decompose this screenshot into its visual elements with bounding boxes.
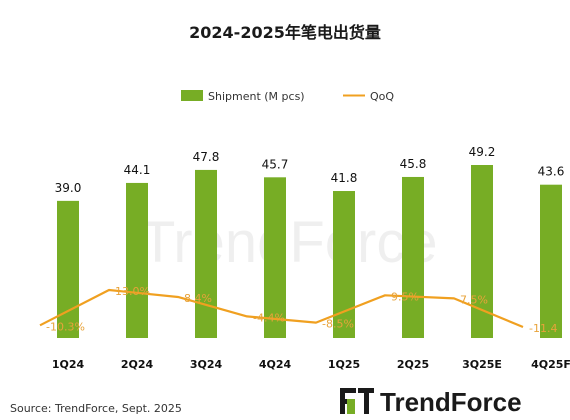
category-labels: 1Q24 2Q24 3Q24 4Q24 1Q25 2Q25 3Q25E 4Q25F [52,358,570,371]
qoq-value-label: -10.3% [46,320,85,333]
qoq-line [39,288,524,329]
bar-series [57,165,562,338]
watermark: TrendForce [140,210,438,275]
bar-1Q24 [57,200,79,338]
category-label: 2Q25 [397,358,429,371]
category-label: 1Q24 [52,358,85,371]
bar-4Q24 [264,177,286,338]
bar-value-label: 44.1 [124,163,151,177]
qoq-value-label: -4.4% [253,311,285,324]
bar-4Q25F [540,184,562,338]
category-label: 4Q24 [259,358,292,371]
source-note: Source: TrendForce, Sept. 2025 [10,402,182,415]
legend-bar-swatch [181,90,203,101]
bar-2Q24 [126,182,148,338]
brand-logo: TrendForce [340,387,522,417]
category-label: 1Q25 [328,358,360,371]
qoq-value-label: -11.4 [529,322,557,335]
chart-title: 2024-2025年笔电出货量 [189,23,381,42]
category-label: 3Q24 [190,358,223,371]
bar-value-label: 49.2 [469,145,496,159]
legend: Shipment (M pcs) QoQ [181,90,394,103]
bar-2Q25 [402,176,424,338]
bar-3Q25E [471,165,493,338]
qoq-value-label: 9.5% [391,290,419,303]
category-label: 2Q24 [121,358,154,371]
qoq-value-label: -8.5% [322,318,354,331]
qoq-series [39,288,524,329]
brand-wordmark: TrendForce [380,387,522,417]
qoq-value-label: 8.4% [184,292,212,305]
bar-value-label: 45.7 [262,157,289,171]
qoq-value-labels: -10.3% 13.0% 8.4% -4.4% -8.5% 9.5% 7.5% -11.4 [46,285,557,335]
bar-value-label: 45.8 [400,157,427,171]
bar-value-label: 39.0 [55,181,82,195]
legend-bar-label: Shipment (M pcs) [208,90,305,103]
legend-line-label: QoQ [370,90,394,103]
bar-value-labels: 39.0 44.1 47.8 45.7 41.8 45.8 49.2 43.6 [55,145,565,195]
category-label: 4Q25F [531,358,570,371]
qoq-value-label: 13.0% [115,285,150,298]
bar-1Q25 [333,191,355,338]
bar-value-label: 47.8 [193,150,220,164]
category-label: 3Q25E [462,358,502,371]
bar-value-label: 41.8 [331,171,358,185]
bar-value-label: 43.6 [538,165,565,179]
trendforce-logo-icon [340,388,374,414]
bar-3Q24 [195,169,217,338]
qoq-value-label: 7.5% [460,293,488,306]
